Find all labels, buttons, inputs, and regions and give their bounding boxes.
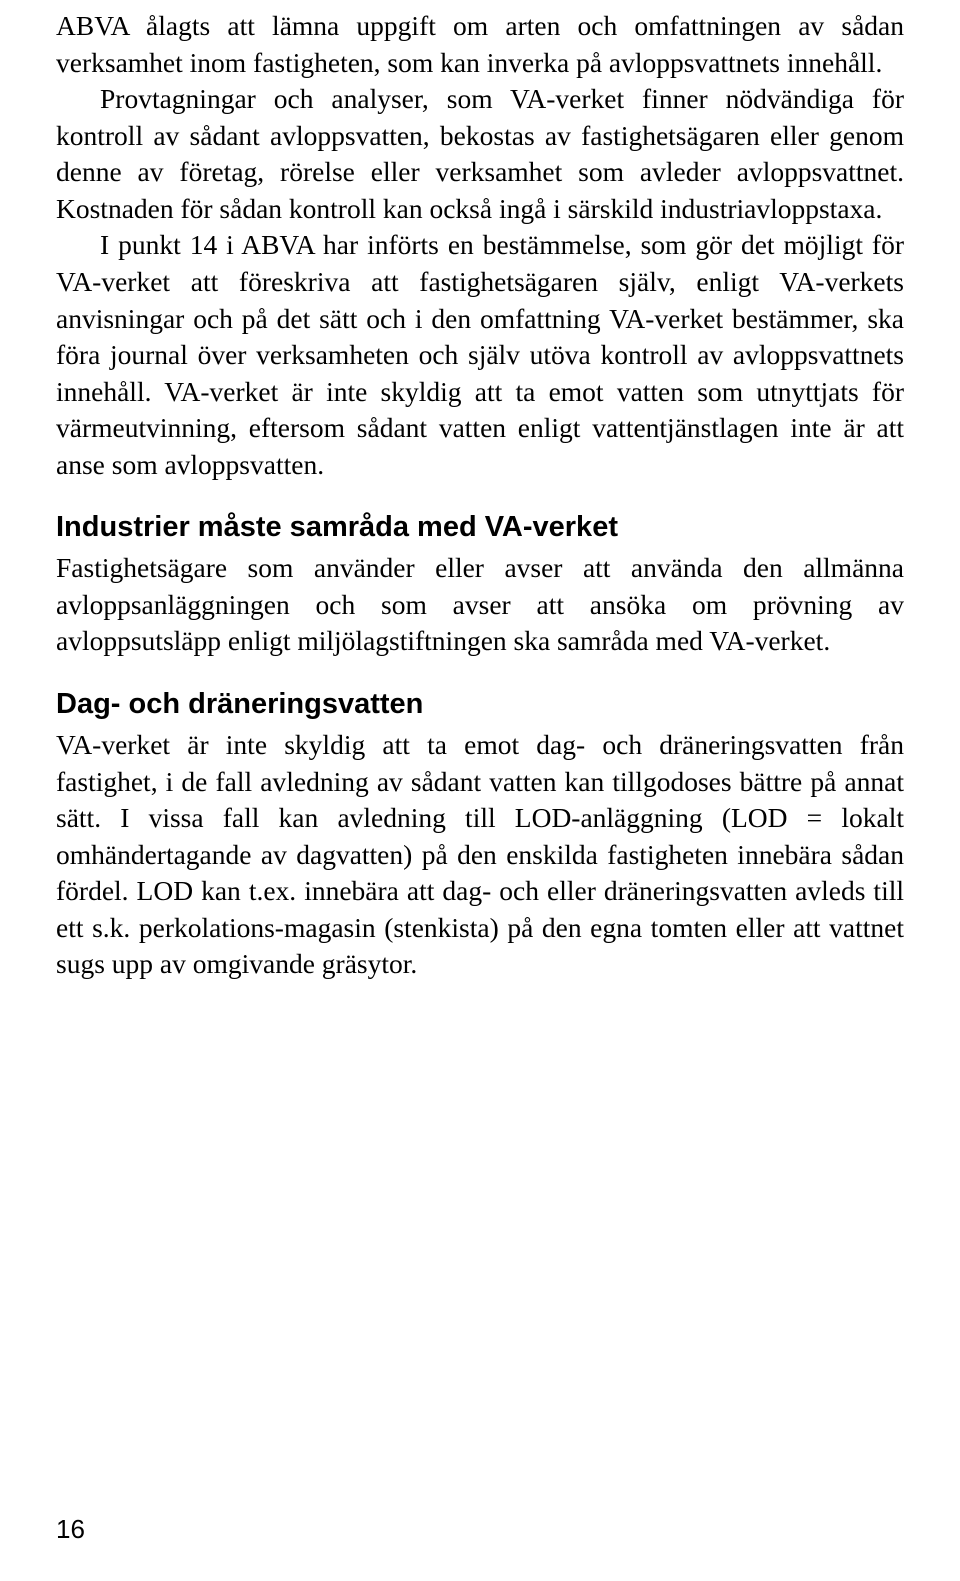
paragraph: Fastighetsägare som använder eller avser… — [56, 550, 904, 660]
paragraph: Provtagningar och analyser, som VA-verke… — [56, 81, 904, 227]
page-content: ABVA ålagts att lämna uppgift om arten o… — [56, 0, 904, 983]
paragraph: I punkt 14 i ABVA har införts en bestämm… — [56, 227, 904, 483]
paragraph: VA-verket är inte skyldig att ta emot da… — [56, 727, 904, 983]
page-number: 16 — [56, 1514, 85, 1545]
paragraph: ABVA ålagts att lämna uppgift om arten o… — [56, 8, 904, 81]
section-heading-dag: Dag- och dräneringsvatten — [56, 688, 904, 721]
section-heading-industrier: Industrier måste samråda med VA-verket — [56, 511, 904, 544]
